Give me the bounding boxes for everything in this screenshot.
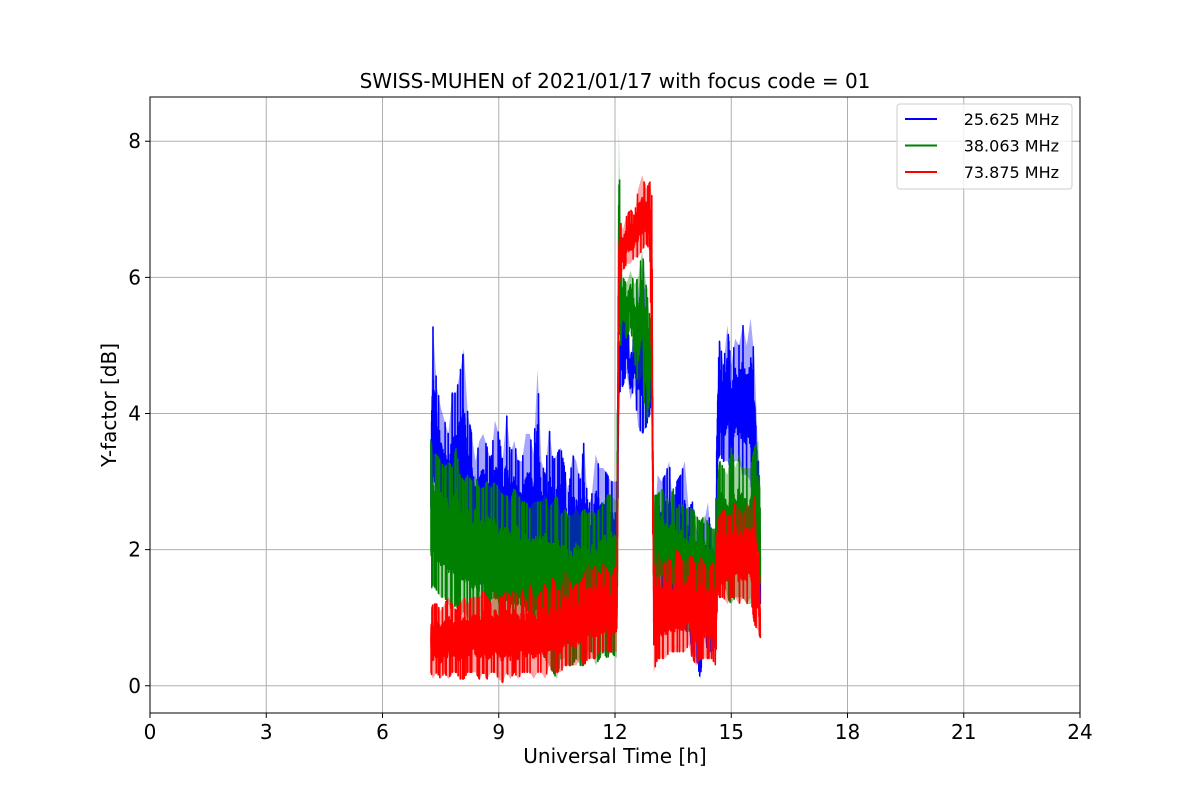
y-axis-label: Y-factor [dB]	[97, 343, 121, 468]
x-tick-label: 9	[492, 720, 505, 744]
y-tick-label: 2	[128, 538, 141, 562]
x-tick-label: 3	[260, 720, 273, 744]
y-tick-label: 4	[128, 402, 141, 426]
legend-label-1: 25.625 MHz	[964, 110, 1059, 129]
legend-entries: 25.625 MHz 38.063 MHz 73.875 MHz	[905, 110, 1059, 182]
y-tick-label: 0	[128, 674, 141, 698]
x-axis-label: Universal Time [h]	[523, 744, 706, 768]
series-2-line	[430, 179, 762, 677]
y-tick-label: 8	[128, 129, 141, 153]
x-tick-label: 12	[602, 720, 627, 744]
x-tick-label: 15	[719, 720, 744, 744]
y-tick-label: 6	[128, 265, 141, 289]
x-tick-label: 0	[144, 720, 157, 744]
plot-series	[430, 124, 762, 684]
x-tick-label: 21	[951, 720, 976, 744]
chart-title: SWISS-MUHEN of 2021/01/17 with focus cod…	[360, 69, 871, 93]
legend-label-2: 38.063 MHz	[964, 137, 1059, 156]
legend-label-3: 73.875 MHz	[964, 163, 1059, 182]
legend-box	[896, 103, 1073, 190]
x-tick-label: 18	[835, 720, 860, 744]
legend: 25.625 MHz 38.063 MHz 73.875 MHz	[896, 103, 1073, 190]
x-tick-label: 24	[1067, 720, 1092, 744]
series-3-line	[430, 181, 762, 684]
x-tick-label: 6	[376, 720, 389, 744]
